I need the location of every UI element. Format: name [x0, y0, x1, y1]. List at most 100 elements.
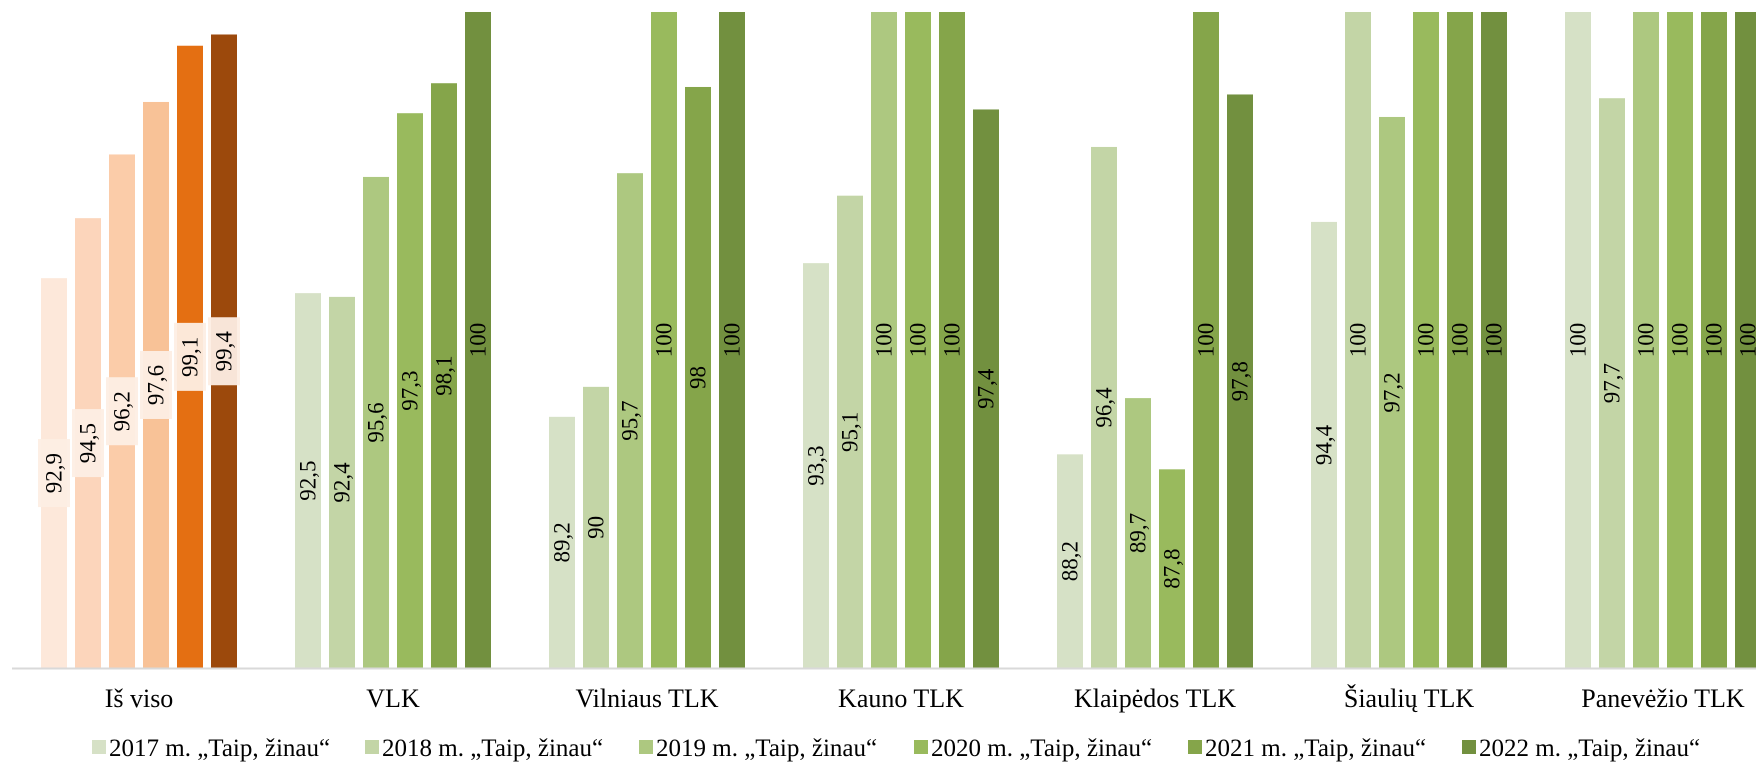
bar — [1091, 146, 1117, 668]
bar — [837, 195, 863, 668]
value-label: 89,2 — [550, 522, 575, 562]
bar — [651, 12, 677, 668]
bar — [685, 86, 711, 668]
value-label: 99,4 — [212, 331, 237, 372]
value-label: 100 — [1346, 323, 1371, 358]
value-label: 94,5 — [76, 423, 101, 463]
value-label: 100 — [872, 323, 897, 358]
legend-swatch — [365, 740, 379, 754]
bar — [905, 12, 931, 668]
bar — [1481, 12, 1507, 668]
bar — [1159, 469, 1185, 668]
legend-swatch — [1188, 740, 1202, 754]
bar — [939, 12, 965, 668]
category-label: VLK — [366, 684, 420, 713]
bar — [329, 296, 355, 668]
bar — [1311, 221, 1337, 669]
value-label: 100 — [1702, 323, 1727, 358]
bar — [1701, 12, 1727, 668]
bar — [1227, 94, 1253, 669]
value-label: 100 — [940, 323, 965, 358]
legend-swatch — [92, 740, 106, 754]
value-label: 95,6 — [364, 402, 389, 442]
value-label: 97,8 — [1228, 361, 1253, 401]
legend-entry: 2022 m. „Taip, žinau“ — [1479, 735, 1700, 762]
value-label: 98 — [686, 366, 711, 389]
legend-entry: 2019 m. „Taip, žinau“ — [656, 735, 877, 762]
value-label: 100 — [1414, 323, 1439, 358]
bar — [295, 293, 321, 668]
bar — [1057, 454, 1083, 668]
value-label: 100 — [1668, 323, 1693, 358]
legend-entry: 2018 m. „Taip, žinau“ — [382, 735, 603, 762]
category-label: Klaipėdos TLK — [1074, 684, 1236, 713]
value-label: 100 — [466, 323, 491, 358]
bar — [431, 83, 457, 669]
legend-swatch — [914, 740, 928, 754]
bar — [973, 109, 999, 668]
bar — [363, 176, 389, 669]
value-label: 97,2 — [1380, 372, 1405, 412]
bar — [1633, 12, 1659, 668]
value-label: 95,7 — [618, 400, 643, 440]
bar — [1379, 116, 1405, 668]
bar — [1599, 98, 1625, 668]
bar — [1735, 12, 1756, 668]
bar — [1345, 12, 1371, 668]
value-label: 98,1 — [432, 355, 457, 395]
category-label: Vilniaus TLK — [575, 684, 718, 713]
legend-entry: 2017 m. „Taip, žinau“ — [109, 735, 330, 762]
value-label: 100 — [1634, 323, 1659, 358]
value-label: 97,6 — [144, 365, 169, 405]
value-label: 92,4 — [330, 462, 355, 503]
category-label: Panevėžio TLK — [1581, 684, 1745, 713]
bar — [1447, 12, 1473, 668]
value-label: 89,7 — [1126, 513, 1151, 553]
value-label: 96,2 — [110, 391, 135, 431]
bar — [719, 12, 745, 668]
value-label: 100 — [1482, 323, 1507, 358]
category-label: Šiaulių TLK — [1344, 684, 1474, 713]
value-label: 95,1 — [838, 412, 863, 452]
value-label: 100 — [906, 323, 931, 358]
bar — [803, 263, 829, 668]
value-label: 99,1 — [178, 337, 203, 377]
category-label: Kauno TLK — [838, 684, 964, 713]
value-label-box — [38, 439, 70, 508]
value-label: 92,5 — [296, 460, 321, 500]
bar — [549, 416, 575, 668]
value-label: 96,4 — [1092, 387, 1117, 428]
value-label-box — [106, 377, 138, 446]
value-label: 100 — [652, 323, 677, 358]
legend-swatch — [639, 740, 653, 754]
value-label: 87,8 — [1160, 549, 1185, 589]
value-label: 94,4 — [1312, 424, 1337, 465]
legend-entry: 2020 m. „Taip, žinau“ — [931, 735, 1152, 762]
bar — [1413, 12, 1439, 668]
value-label: 92,9 — [42, 453, 67, 493]
bar — [1667, 12, 1693, 668]
value-label-box — [72, 409, 104, 478]
value-label: 100 — [1736, 323, 1756, 358]
bar — [465, 12, 491, 668]
bar — [617, 173, 643, 668]
value-label-box — [174, 322, 206, 391]
bar — [1193, 12, 1219, 668]
value-label: 93,3 — [804, 445, 829, 485]
value-label: 100 — [1566, 323, 1591, 358]
value-label: 100 — [1448, 323, 1473, 358]
bar — [1125, 398, 1151, 668]
value-label: 97,7 — [1600, 363, 1625, 403]
bar — [871, 12, 897, 668]
value-label: 88,2 — [1058, 541, 1083, 581]
legend-swatch — [1462, 740, 1476, 754]
bar — [583, 386, 609, 668]
category-label: Iš viso — [105, 684, 174, 713]
legend-entry: 2021 m. „Taip, žinau“ — [1205, 735, 1426, 762]
bar — [1565, 12, 1591, 668]
bar — [397, 113, 423, 668]
value-label-box — [208, 317, 240, 386]
value-label: 97,4 — [974, 368, 999, 409]
